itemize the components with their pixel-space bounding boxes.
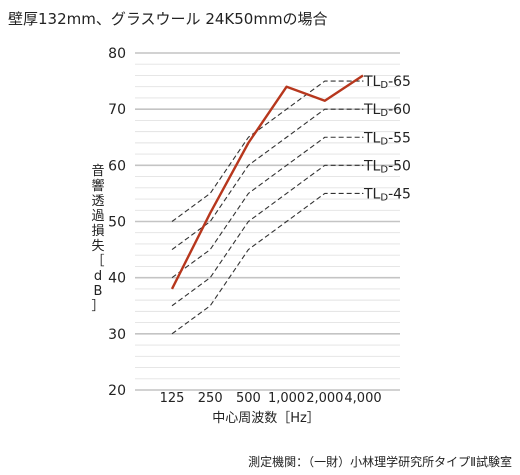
reference-curve-line	[171, 192, 364, 335]
y-tick-label: 50	[108, 215, 126, 231]
reference-curve-line	[171, 136, 364, 279]
y-axis-label: 音響透過損失［ d B ］	[91, 163, 104, 314]
y-tick-label: 30	[108, 327, 126, 343]
y-tick-label: 60	[108, 158, 126, 174]
curve-label: TLD-50	[363, 158, 411, 175]
x-axis-label: 中心周波数［Hz］	[212, 411, 320, 426]
x-tick-label: 1,000	[268, 391, 305, 406]
curve-labels: TLD-65 TLD-60 TLD-55 TLD-50 TLD-45	[363, 74, 411, 203]
y-tick-label: 20	[108, 383, 126, 399]
curve-label: TLD-65	[363, 74, 411, 91]
y-tick-label: 80	[108, 46, 126, 62]
curve-label: TLD-55	[363, 130, 411, 147]
curve-label: TLD-45	[363, 186, 411, 203]
x-tick-label: 2,000	[306, 391, 343, 406]
reference-curve-line	[171, 80, 364, 222]
x-tick-label: 4,000	[344, 391, 381, 406]
curve-label: TLD-60	[363, 102, 411, 119]
reference-curve-line	[171, 108, 364, 251]
y-tick-label: 40	[108, 271, 126, 287]
chart-title: 壁厚132mm、グラスウール 24K50mmの場合	[8, 10, 328, 28]
x-tick-label: 125	[160, 391, 185, 406]
grid	[135, 52, 400, 391]
source-note: 測定機関：（一財）小林理学研究所タイプⅡ試験室	[248, 454, 512, 469]
measured-line	[170, 74, 364, 290]
reference-curve-line	[171, 164, 364, 307]
series-lines	[170, 74, 364, 335]
y-tick-labels: 20 30 40 50 60 70 80	[108, 46, 126, 399]
x-tick-label: 500	[236, 391, 261, 406]
x-tick-labels: 125 250 500 1,000 2,000 4,000	[160, 391, 382, 406]
x-tick-label: 250	[198, 391, 223, 406]
y-tick-label: 70	[108, 102, 126, 118]
